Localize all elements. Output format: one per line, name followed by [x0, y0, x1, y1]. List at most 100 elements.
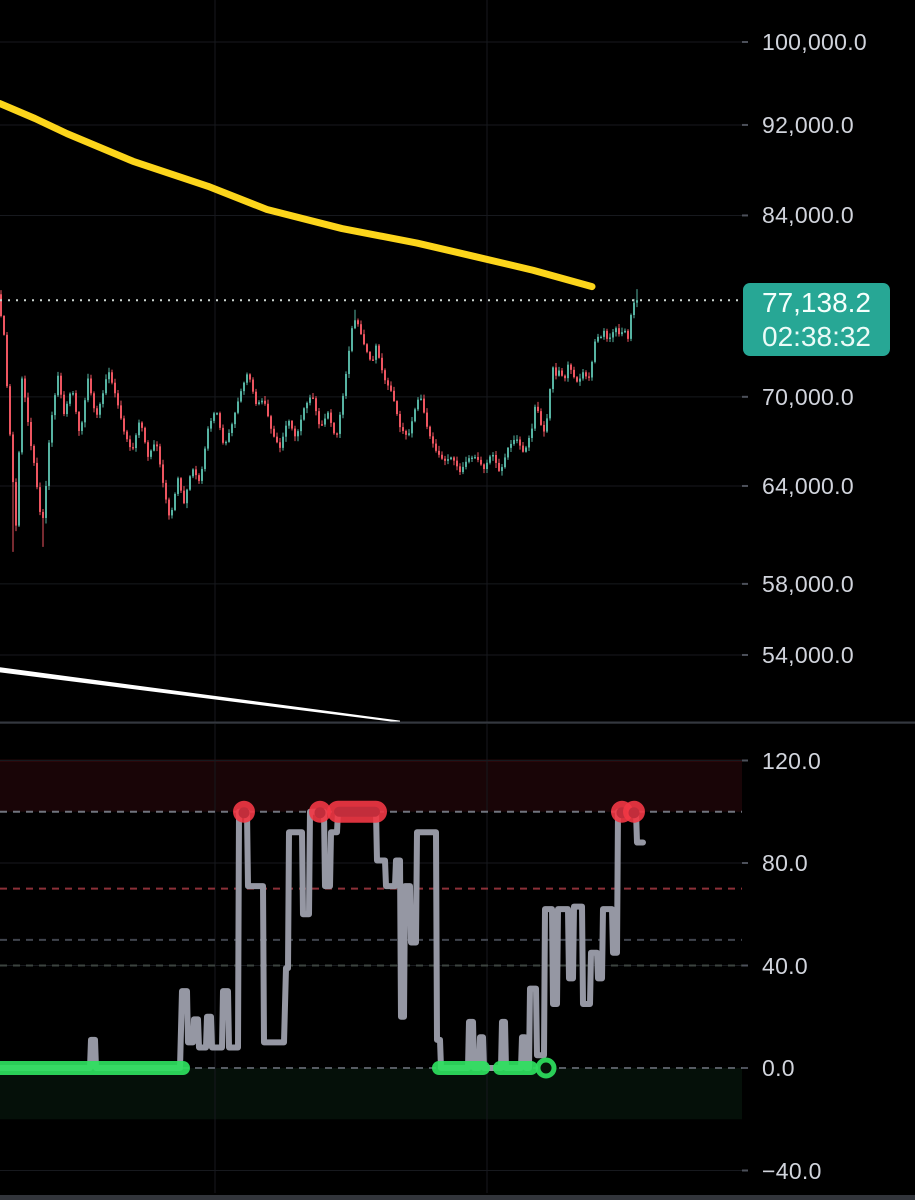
oscillator-axis-tick-label: 80.0 — [762, 850, 808, 876]
candle-body — [363, 334, 365, 345]
candle-body — [12, 434, 14, 483]
candle-body — [591, 361, 593, 378]
candle-body — [417, 399, 419, 410]
candle-body — [171, 509, 173, 516]
candle-body — [366, 344, 368, 352]
candle-body — [252, 379, 254, 392]
candle-body — [345, 373, 347, 396]
oscillator-axis-tick-label: 40.0 — [762, 952, 808, 979]
candle-body — [423, 398, 425, 413]
candle-body — [6, 334, 8, 387]
candle-body — [99, 403, 101, 415]
candle-body — [240, 391, 242, 402]
candle-body — [612, 332, 614, 338]
candle-body — [129, 439, 131, 448]
candle-body — [105, 379, 107, 394]
candle-body — [21, 378, 23, 453]
candle-body — [150, 450, 152, 457]
candle-body — [33, 445, 35, 463]
candle-body — [228, 432, 230, 442]
candle-body — [348, 350, 350, 374]
candle-body — [144, 427, 146, 443]
candle-body — [180, 478, 182, 491]
candle-body — [108, 372, 110, 380]
candle-body — [72, 393, 74, 395]
price-axis-tick-label: 92,000.0 — [762, 111, 854, 138]
oscillator-axis-tick-label: −40.0 — [762, 1157, 822, 1184]
candle-body — [42, 511, 44, 518]
candle-body — [168, 499, 170, 516]
candle-body — [330, 412, 332, 423]
candle-body — [579, 378, 581, 382]
candle-body — [498, 462, 500, 471]
candle-body — [114, 382, 116, 394]
candle-body — [294, 428, 296, 437]
candle-body — [66, 403, 68, 415]
candle-body — [360, 324, 362, 335]
candle-body — [492, 454, 494, 457]
candle-body — [246, 374, 248, 383]
oscillator-axis-tick-label: 0.0 — [762, 1055, 795, 1081]
candle-body — [24, 378, 26, 398]
candle-body — [339, 414, 341, 434]
candle-body — [546, 418, 548, 432]
candle-body — [480, 459, 482, 465]
axis-tick-mark — [742, 862, 748, 864]
candle-body — [9, 386, 11, 435]
candle-body — [477, 457, 479, 460]
axis-tick-mark — [742, 1067, 748, 1069]
bottom-separator — [0, 1195, 915, 1200]
white-trendline — [0, 667, 400, 722]
candle-body — [456, 460, 458, 467]
candle-body — [567, 364, 569, 379]
candle-body — [120, 405, 122, 419]
candle-body — [201, 469, 203, 481]
candle-body — [57, 375, 59, 396]
candle-body — [450, 457, 452, 460]
candle-body — [282, 436, 284, 448]
axis-tick-mark — [742, 214, 748, 217]
candle-body — [585, 372, 587, 377]
candle-body — [459, 466, 461, 473]
candle-body — [420, 398, 422, 400]
candle-body — [501, 467, 503, 471]
candle-body — [471, 457, 473, 460]
candle-body — [372, 359, 374, 361]
candle-body — [543, 424, 545, 432]
candle-body — [36, 462, 38, 488]
candle-body — [327, 412, 329, 419]
candle-body — [444, 458, 446, 461]
candle-body — [627, 330, 629, 339]
candle-body — [306, 402, 308, 409]
candle-body — [234, 412, 236, 425]
candle-body — [483, 464, 485, 470]
candle-body — [405, 430, 407, 435]
candle-body — [432, 436, 434, 444]
candle-body — [30, 422, 32, 446]
candle-body — [18, 452, 20, 526]
candle-body — [615, 328, 617, 333]
candle-body — [390, 385, 392, 391]
red-signal-capsule-core — [334, 806, 380, 817]
candle-body — [621, 332, 623, 335]
candle-body — [528, 437, 530, 448]
candlestick-series — [0, 289, 638, 552]
candle-body — [267, 403, 269, 417]
candle-body — [573, 369, 575, 378]
candle-body — [75, 393, 77, 412]
candle-body — [315, 398, 317, 412]
candle-body — [396, 401, 398, 415]
candle-body — [288, 420, 290, 426]
candle-body — [609, 337, 611, 339]
axis-tick-mark — [742, 123, 748, 126]
candle-body — [285, 425, 287, 437]
candle-body — [594, 341, 596, 362]
candle-body — [231, 424, 233, 433]
candle-body — [618, 328, 620, 335]
candle-body — [132, 447, 134, 449]
candle-body — [357, 320, 359, 325]
candle-body — [147, 442, 149, 457]
candle-body — [516, 439, 518, 441]
